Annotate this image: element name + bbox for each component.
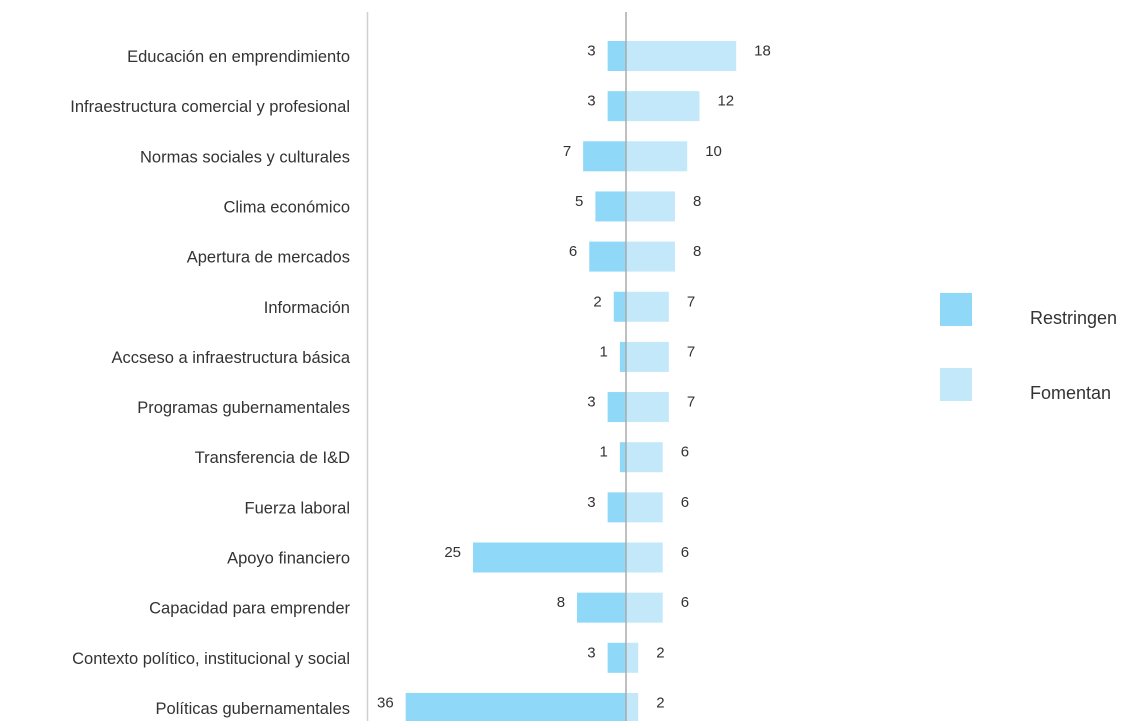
bar-restringen-politicas-gubernamentales — [405, 692, 626, 721]
value-label-restringen-transferencia-de-i-d: 1 — [600, 444, 608, 461]
bar-fomentan-capacidad-para-emprender — [626, 592, 663, 623]
bar-fomentan-clima-economico — [626, 191, 675, 222]
value-label-restringen-capacidad-para-emprender: 8 — [557, 594, 565, 611]
category-label-infraestructura-comercial-y-profesional: Infraestructura comercial y profesional — [70, 98, 350, 116]
value-label-fomentan-educacion-en-emprendimiento: 18 — [754, 43, 771, 60]
value-label-restringen-contexto-politico-institucional-y-social: 3 — [587, 644, 595, 661]
bar-fomentan-apertura-de-mercados — [626, 241, 675, 272]
value-label-restringen-accseso-a-infraestructura-basica: 1 — [600, 343, 608, 360]
bar-restringen-apertura-de-mercados — [589, 241, 626, 272]
legend-label-restringen: Restringen — [1030, 308, 1117, 328]
category-label-apertura-de-mercados: Apertura de mercados — [187, 249, 350, 267]
value-label-fomentan-apoyo-financiero: 6 — [681, 544, 689, 561]
value-label-fomentan-informacion: 7 — [687, 293, 695, 310]
value-label-fomentan-contexto-politico-institucional-y-social: 2 — [656, 644, 664, 661]
value-label-restringen-politicas-gubernamentales: 36 — [377, 694, 394, 711]
labels-group: Educación en emprendimiento 3 18Infraestru… — [70, 43, 771, 718]
value-label-restringen-educacion-en-emprendimiento: 3 — [587, 43, 595, 60]
bar-restringen-capacidad-para-emprender — [577, 592, 626, 623]
category-label-normas-sociales-y-culturales: Normas sociales y culturales — [140, 148, 350, 166]
category-label-programas-gubernamentales: Programas gubernamentales — [137, 399, 350, 417]
bar-fomentan-normas-sociales-y-culturales — [626, 141, 688, 172]
category-label-fuerza-laboral: Fuerza laboral — [245, 499, 350, 517]
bar-fomentan-educacion-en-emprendimiento — [626, 41, 737, 71]
value-label-restringen-apertura-de-mercados: 6 — [569, 243, 577, 260]
value-label-fomentan-apertura-de-mercados: 8 — [693, 243, 701, 260]
value-label-fomentan-politicas-gubernamentales: 2 — [656, 694, 664, 711]
category-label-capacidad-para-emprender: Capacidad para emprender — [149, 600, 350, 618]
bar-restringen-educacion-en-emprendimiento — [607, 41, 626, 71]
bar-fomentan-fuerza-laboral — [626, 492, 663, 523]
category-label-clima-economico: Clima económico — [223, 198, 350, 216]
value-label-restringen-infraestructura-comercial-y-profesional: 3 — [587, 93, 595, 110]
bar-fomentan-accseso-a-infraestructura-basica — [626, 341, 669, 372]
value-label-restringen-informacion: 2 — [593, 293, 601, 310]
legend-swatch-restringen — [940, 293, 972, 326]
value-label-fomentan-programas-gubernamentales: 7 — [687, 394, 695, 411]
bar-fomentan-transferencia-de-i-d — [626, 442, 663, 473]
value-label-fomentan-infraestructura-comercial-y-profesional: 12 — [717, 93, 734, 110]
bar-restringen-informacion — [613, 291, 626, 322]
bars-group — [405, 41, 737, 721]
bar-fomentan-contexto-politico-institucional-y-social — [626, 642, 639, 673]
value-label-restringen-fuerza-laboral: 3 — [587, 494, 595, 511]
value-label-fomentan-transferencia-de-i-d: 6 — [681, 444, 689, 461]
value-label-fomentan-fuerza-laboral: 6 — [681, 494, 689, 511]
category-label-apoyo-financiero: Apoyo financiero — [227, 550, 350, 568]
value-label-fomentan-accseso-a-infraestructura-basica: 7 — [687, 343, 695, 360]
value-label-fomentan-clima-economico: 8 — [693, 193, 701, 210]
category-label-educacion-en-emprendimiento: Educación en emprendimiento — [127, 48, 350, 66]
bar-restringen-fuerza-laboral — [607, 492, 626, 523]
legend-swatch-fomentan — [940, 368, 972, 401]
bar-restringen-accseso-a-infraestructura-basica — [619, 341, 626, 372]
value-label-fomentan-capacidad-para-emprender: 6 — [681, 594, 689, 611]
category-label-accseso-a-infraestructura-basica: Accseso a infraestructura básica — [112, 349, 351, 367]
bar-fomentan-politicas-gubernamentales — [626, 692, 639, 721]
bar-restringen-clima-economico — [595, 191, 626, 222]
bar-restringen-transferencia-de-i-d — [619, 442, 626, 473]
bar-fomentan-apoyo-financiero — [626, 542, 663, 573]
bar-fomentan-informacion — [626, 291, 669, 322]
category-label-transferencia-de-i-d: Transferencia de I&D — [195, 449, 350, 467]
legend-label-fomentan: Fomentan — [1030, 383, 1111, 403]
value-label-restringen-programas-gubernamentales: 3 — [587, 394, 595, 411]
value-label-fomentan-normas-sociales-y-culturales: 10 — [705, 143, 722, 160]
bar-restringen-infraestructura-comercial-y-profesional — [607, 91, 626, 122]
bar-fomentan-programas-gubernamentales — [626, 392, 669, 423]
value-label-restringen-clima-economico: 5 — [575, 193, 583, 210]
bar-restringen-programas-gubernamentales — [607, 392, 626, 423]
category-label-politicas-gubernamentales: Políticas gubernamentales — [156, 700, 350, 718]
bar-restringen-contexto-politico-institucional-y-social — [607, 642, 626, 673]
value-label-restringen-apoyo-financiero: 25 — [444, 544, 461, 561]
bar-restringen-normas-sociales-y-culturales — [583, 141, 626, 172]
bar-restringen-apoyo-financiero — [473, 542, 626, 573]
category-label-informacion: Información — [264, 299, 350, 317]
legend: Restringen Fomentan — [940, 293, 1117, 403]
bar-fomentan-infraestructura-comercial-y-profesional — [626, 91, 700, 122]
category-label-contexto-politico-institucional-y-social: Contexto político, institucional y socia… — [72, 650, 350, 668]
value-label-restringen-normas-sociales-y-culturales: 7 — [563, 143, 571, 160]
